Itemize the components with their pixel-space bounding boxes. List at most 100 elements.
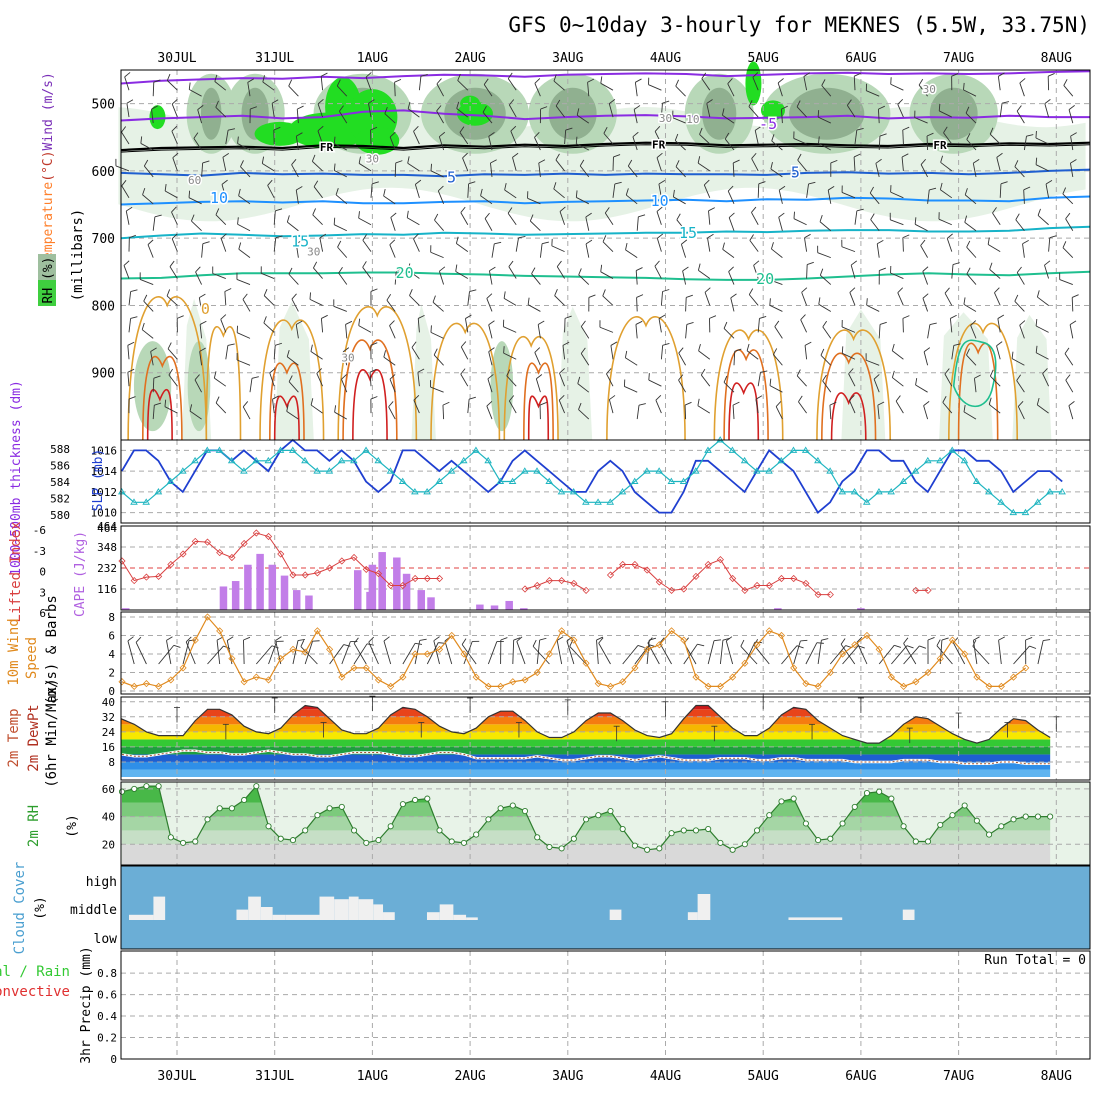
wind-barb (997, 318, 1001, 333)
wind-barb-flag (684, 401, 692, 406)
wind-barb (313, 186, 323, 199)
cloud-middle-block (319, 896, 335, 920)
date-label-bottom: 4AUG (650, 1069, 681, 1084)
wind-barb (551, 245, 565, 253)
wind-barb-flag (213, 371, 217, 379)
wind-barb-flag (553, 74, 557, 82)
wind-barb (383, 640, 392, 665)
wind-barb (1065, 218, 1074, 231)
wind-barb-flag (135, 636, 142, 643)
wind-barb-flag (1035, 157, 1038, 165)
wind-speed-marker (130, 682, 138, 690)
wind-barb-flag (238, 242, 242, 250)
wind-barb (944, 292, 953, 306)
rh-region-bright (460, 95, 481, 112)
temp-band (121, 761, 1051, 770)
wind-barb (484, 218, 493, 231)
wind-barb (939, 110, 952, 118)
wind-barb (817, 640, 822, 665)
wind-barb (151, 109, 154, 124)
rh-marker (277, 835, 284, 842)
li-marker (545, 577, 554, 585)
wind-barb-flag (879, 267, 886, 271)
wind-barb (963, 411, 977, 420)
wind-barb-flag (494, 241, 502, 245)
cloud-middle-block (129, 914, 154, 920)
wind-barb-flag (358, 211, 360, 219)
wind-barb (878, 135, 881, 151)
li-marker (692, 572, 700, 580)
rh-marker (302, 827, 309, 834)
wind-barb-flag (386, 294, 392, 301)
wind-barb (970, 325, 977, 339)
wind-barb (926, 135, 929, 151)
wind-barb-flag (506, 369, 511, 377)
wind-barb (876, 243, 880, 258)
wind-barb (989, 269, 1001, 279)
wind-barb-flag (944, 287, 950, 294)
wind-barb-flag (654, 260, 660, 267)
temp-bands (121, 705, 1051, 777)
wind-barb-flag (420, 74, 428, 77)
wind-barb (1044, 265, 1050, 279)
wind-barb (803, 76, 808, 91)
cape-bar (857, 608, 865, 610)
rh-marker (839, 820, 846, 827)
thickness-marker (679, 477, 688, 484)
wind-barb (488, 351, 493, 366)
wind-barb-flag (126, 206, 133, 212)
wind-barb-flag (269, 368, 276, 374)
wind-barb-flag (370, 288, 378, 292)
wind-barb (417, 372, 420, 387)
wind-barb-flag (334, 405, 337, 413)
wind-barb (482, 112, 493, 124)
wind-barb-flag (310, 344, 313, 352)
wind-barb-flag (507, 207, 513, 214)
wind-barb-flag (555, 153, 560, 161)
wind-barb (433, 640, 440, 665)
wind-barb-flag (286, 215, 290, 223)
wind-barb-flag (1065, 374, 1071, 381)
wind-barb (660, 345, 664, 360)
wind-barb-flag (224, 288, 232, 292)
thickness-marker (484, 456, 492, 464)
date-label-top: 6AUG (845, 51, 876, 66)
wind-barb (460, 373, 469, 387)
wind-barb-flag (202, 241, 210, 245)
wind-barb (535, 378, 541, 393)
wind-barb-flag (697, 263, 701, 271)
wind-barb (841, 192, 856, 199)
wind-barb (654, 265, 662, 279)
wind-barb (193, 138, 202, 151)
wind-barb (247, 82, 251, 97)
wind-barb-flag (697, 643, 705, 647)
wind-barb (775, 406, 783, 420)
wind-barb (724, 138, 735, 151)
wind-barb-flag (922, 293, 929, 299)
wind-barb-flag (624, 350, 628, 358)
wind-barb-flag (127, 368, 135, 373)
wind-barb (996, 345, 1001, 360)
wind-barb-flag (169, 260, 175, 267)
wind-barb-flag (434, 213, 439, 221)
wind-barb-flag (1072, 294, 1079, 298)
wind-barb-flag (153, 79, 161, 83)
wind-barb-flag (850, 260, 858, 266)
wind-barb-flag (368, 99, 375, 104)
wind-barb (384, 113, 396, 124)
wind-barb (577, 383, 590, 393)
wind-barb (438, 136, 445, 151)
cape-bar (490, 605, 499, 610)
wind-barb (341, 641, 351, 665)
wind-barb-flag (918, 78, 924, 86)
wind-barb (804, 345, 808, 360)
wind-barb (273, 237, 277, 252)
rh-legend-swatch-dark (38, 254, 56, 280)
wind-barb (801, 292, 808, 306)
wind-barb-flag (997, 314, 1005, 319)
wind-barb (610, 345, 614, 360)
wind-barb-flag (777, 78, 784, 84)
wind-barb (390, 217, 396, 231)
wind-speed-marker (374, 676, 383, 684)
wind-barb-flag (1044, 260, 1051, 266)
